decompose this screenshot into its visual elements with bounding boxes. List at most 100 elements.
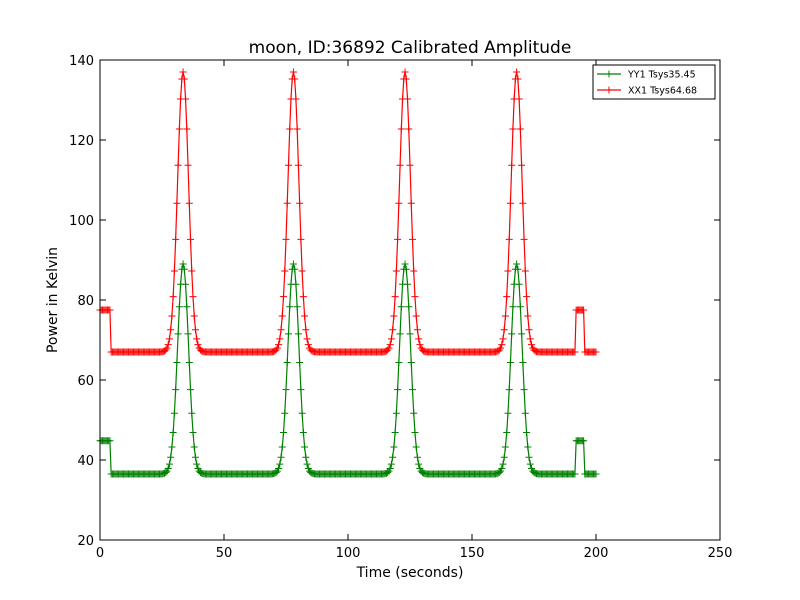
data-point-marker bbox=[506, 199, 514, 207]
data-point-marker bbox=[168, 443, 176, 451]
data-point-marker bbox=[293, 125, 301, 133]
data-point-marker bbox=[276, 460, 284, 468]
data-point-marker bbox=[402, 265, 410, 273]
data-point-marker bbox=[525, 453, 533, 461]
data-point-marker bbox=[509, 303, 517, 311]
legend-marker bbox=[605, 70, 613, 78]
data-point-marker bbox=[392, 409, 400, 417]
data-point-marker bbox=[526, 460, 534, 468]
data-point-marker bbox=[175, 303, 183, 311]
data-point-marker bbox=[405, 125, 413, 133]
data-point-marker bbox=[389, 453, 397, 461]
data-point-marker bbox=[408, 386, 416, 394]
data-point-marker bbox=[296, 358, 304, 366]
data-point-marker bbox=[405, 303, 413, 311]
data-point-marker bbox=[302, 453, 310, 461]
data-point-marker bbox=[172, 235, 180, 243]
legend-marker bbox=[605, 86, 613, 94]
data-point-marker bbox=[187, 386, 195, 394]
data-point-marker bbox=[276, 335, 284, 343]
data-point-marker bbox=[164, 341, 172, 349]
data-point-marker bbox=[497, 344, 505, 352]
data-point-marker bbox=[384, 469, 392, 477]
data-point-marker bbox=[180, 75, 188, 83]
data-point-marker bbox=[291, 265, 299, 273]
data-point-marker bbox=[188, 409, 196, 417]
y-tick-label: 60 bbox=[77, 374, 94, 389]
data-point-marker bbox=[280, 293, 288, 301]
data-point-marker bbox=[394, 386, 402, 394]
data-point-marker bbox=[397, 303, 405, 311]
data-point-marker bbox=[278, 312, 286, 320]
data-point-marker bbox=[520, 386, 528, 394]
data-point-marker bbox=[503, 428, 511, 436]
data-point-marker bbox=[193, 460, 201, 468]
data-point-marker bbox=[509, 125, 517, 133]
data-point-marker bbox=[411, 428, 419, 436]
data-point-marker bbox=[182, 95, 190, 103]
data-point-marker bbox=[179, 260, 187, 268]
data-point-marker bbox=[524, 312, 532, 320]
data-point-marker bbox=[516, 303, 524, 311]
data-point-marker bbox=[504, 267, 512, 275]
data-point-marker bbox=[183, 303, 191, 311]
legend-label: XX1 Tsys64.68 bbox=[628, 86, 697, 97]
data-point-marker bbox=[303, 335, 311, 343]
data-point-marker bbox=[505, 235, 513, 243]
data-point-marker bbox=[498, 465, 506, 473]
data-point-marker bbox=[501, 312, 509, 320]
data-point-marker bbox=[190, 443, 198, 451]
data-point-marker bbox=[523, 293, 531, 301]
data-point-marker bbox=[173, 358, 181, 366]
data-point-marker bbox=[508, 161, 516, 169]
data-point-marker bbox=[298, 267, 306, 275]
data-point-marker bbox=[514, 265, 522, 273]
data-point-marker bbox=[188, 267, 196, 275]
data-point-marker bbox=[303, 460, 311, 468]
data-point-marker bbox=[167, 453, 175, 461]
data-point-marker bbox=[407, 358, 415, 366]
data-point-marker bbox=[280, 428, 288, 436]
data-point-marker bbox=[182, 280, 190, 288]
data-point-marker bbox=[402, 75, 410, 83]
data-point-marker bbox=[396, 161, 404, 169]
data-point-marker bbox=[499, 335, 507, 343]
data-point-marker bbox=[169, 428, 177, 436]
y-axis-label: Power in Kelvin bbox=[45, 247, 61, 353]
data-point-marker bbox=[106, 437, 114, 445]
data-point-marker bbox=[580, 437, 588, 445]
data-point-marker bbox=[396, 330, 404, 338]
data-point-marker bbox=[292, 280, 300, 288]
data-point-marker bbox=[172, 386, 180, 394]
data-point-marker bbox=[394, 235, 402, 243]
data-point-marker bbox=[162, 469, 170, 477]
series-line bbox=[100, 71, 596, 353]
data-point-marker bbox=[175, 125, 183, 133]
data-point-marker bbox=[165, 460, 173, 468]
data-point-marker bbox=[524, 443, 532, 451]
y-tick-label: 20 bbox=[77, 534, 94, 549]
series-line bbox=[100, 263, 596, 475]
data-point-marker bbox=[528, 341, 536, 349]
data-point-marker bbox=[500, 326, 508, 334]
data-point-marker bbox=[281, 267, 289, 275]
data-point-marker bbox=[294, 330, 302, 338]
data-point-marker bbox=[519, 358, 527, 366]
data-point-marker bbox=[294, 161, 302, 169]
y-tick-label: 80 bbox=[77, 294, 94, 309]
data-point-marker bbox=[504, 409, 512, 417]
data-point-marker bbox=[179, 68, 187, 76]
data-point-marker bbox=[523, 428, 531, 436]
data-point-marker bbox=[525, 326, 533, 334]
data-point-marker bbox=[410, 409, 418, 417]
data-point-marker bbox=[298, 409, 306, 417]
data-point-marker bbox=[286, 125, 294, 133]
data-point-marker bbox=[401, 68, 409, 76]
data-point-marker bbox=[273, 344, 281, 352]
data-point-marker bbox=[277, 326, 285, 334]
x-tick-label: 0 bbox=[96, 546, 104, 561]
legend-box bbox=[592, 64, 716, 100]
data-point-marker bbox=[404, 280, 412, 288]
data-point-marker bbox=[282, 386, 290, 394]
data-point-marker bbox=[299, 293, 307, 301]
